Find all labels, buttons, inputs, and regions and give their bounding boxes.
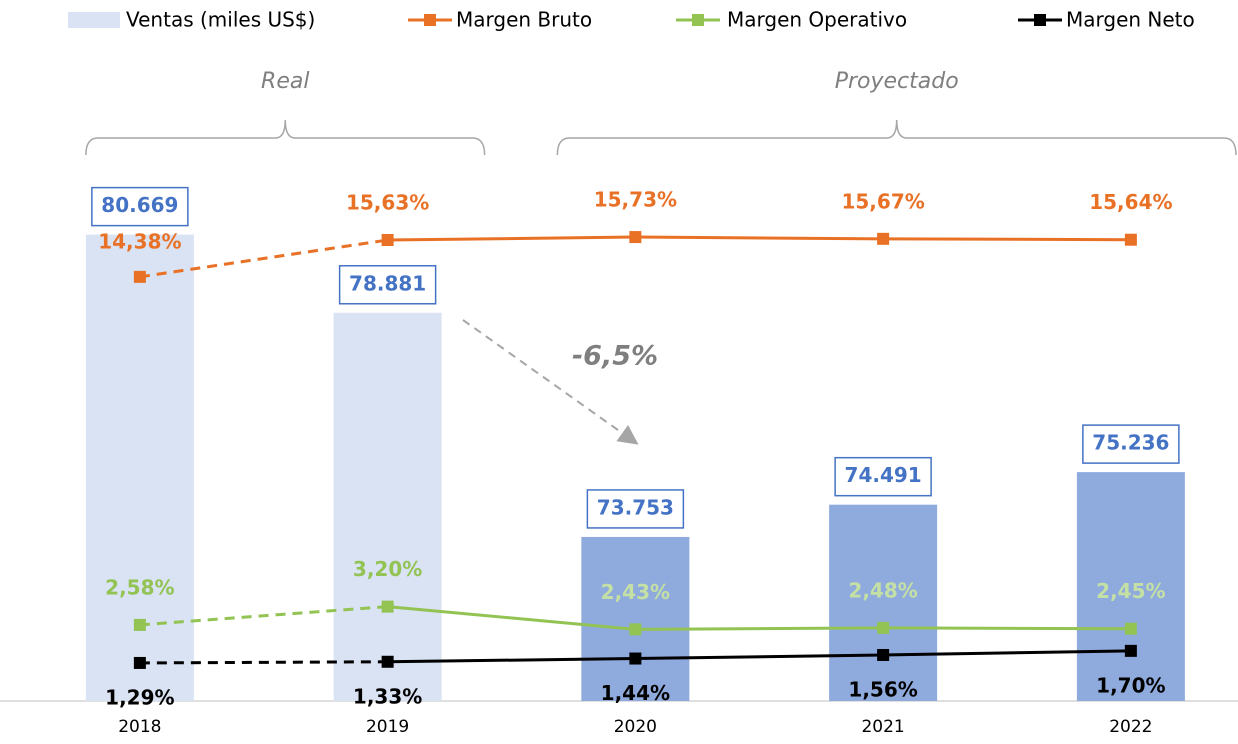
line-label: 1,33% [353,684,422,708]
line-label: 2,48% [848,578,917,602]
line-segment [387,605,636,631]
line-marker [877,621,890,634]
line-label: 2,58% [105,575,174,599]
line-label: 3,20% [353,557,422,581]
line-marker [1124,644,1137,657]
legend-label: Margen Neto [1066,8,1195,32]
x-tick-label: 2021 [861,717,904,737]
legend-marker [1034,14,1046,26]
x-tick-label: 2019 [366,717,409,737]
bar [581,536,690,701]
bar-label-box [91,186,189,227]
x-tick-label: 2022 [1109,717,1152,737]
bar-label: 78.881 [349,271,426,295]
bar-label-box [1082,424,1180,464]
group-brace [85,119,486,156]
line-marker [629,652,642,665]
line-segment [883,237,1131,242]
line-segment [139,660,388,665]
line-marker [1124,233,1137,246]
group-label: Proyectado [835,69,959,94]
bar-label-box [338,265,437,305]
legend-label: Margen Bruto [456,8,592,32]
bar [85,234,194,701]
line-label: 14,38% [98,229,181,253]
line-label: 1,70% [1096,673,1165,697]
legend-label: Margen Operativo [727,8,907,32]
line-label: 1,56% [848,677,917,701]
bar-label: 73.753 [597,495,674,519]
legend-label: Ventas (miles US$) [126,8,315,32]
line-label: 15,64% [1089,190,1172,214]
bar-label: 75.236 [1092,431,1169,455]
line-label: 2,43% [601,580,670,604]
line-label: 15,73% [594,188,677,212]
line-label: 1,29% [105,685,174,709]
line-label: 1,44% [601,681,670,705]
line-marker [629,231,642,244]
bar [829,504,938,701]
line-segment [387,235,636,242]
bar-label: 80.669 [101,193,178,217]
line-marker [133,618,146,631]
line-segment [635,653,884,661]
legend-marker [424,14,436,26]
bar-label-box [834,456,932,497]
line-segment [635,626,884,631]
bar-label: 74.491 [845,463,922,487]
line-marker [877,232,890,245]
line-marker [1124,622,1137,635]
bar [1076,472,1185,701]
line-label: 15,63% [346,191,429,215]
line-marker [381,234,394,247]
annotation: -6,5% [572,341,658,372]
line-marker [629,623,642,636]
line-label: 15,67% [841,189,924,213]
line-marker [877,648,890,661]
x-tick-label: 2020 [614,717,657,737]
bar-label-box [586,489,685,529]
line-marker [381,655,394,668]
line-segment [883,626,1131,631]
bar [333,312,442,701]
line-marker [133,270,146,283]
legend-marker [692,14,704,26]
line-segment [635,235,884,241]
line-label: 2,45% [1096,579,1165,603]
group-label: Real [261,69,309,94]
line-segment [139,238,388,279]
legend-swatch [68,12,120,28]
line-segment [883,649,1131,657]
line-segment [139,605,388,627]
line-marker [381,600,394,613]
group-brace [556,119,1237,156]
x-tick-label: 2018 [118,717,161,737]
trend-arrow [462,319,639,445]
line-segment [387,657,636,664]
line-marker [133,656,146,669]
